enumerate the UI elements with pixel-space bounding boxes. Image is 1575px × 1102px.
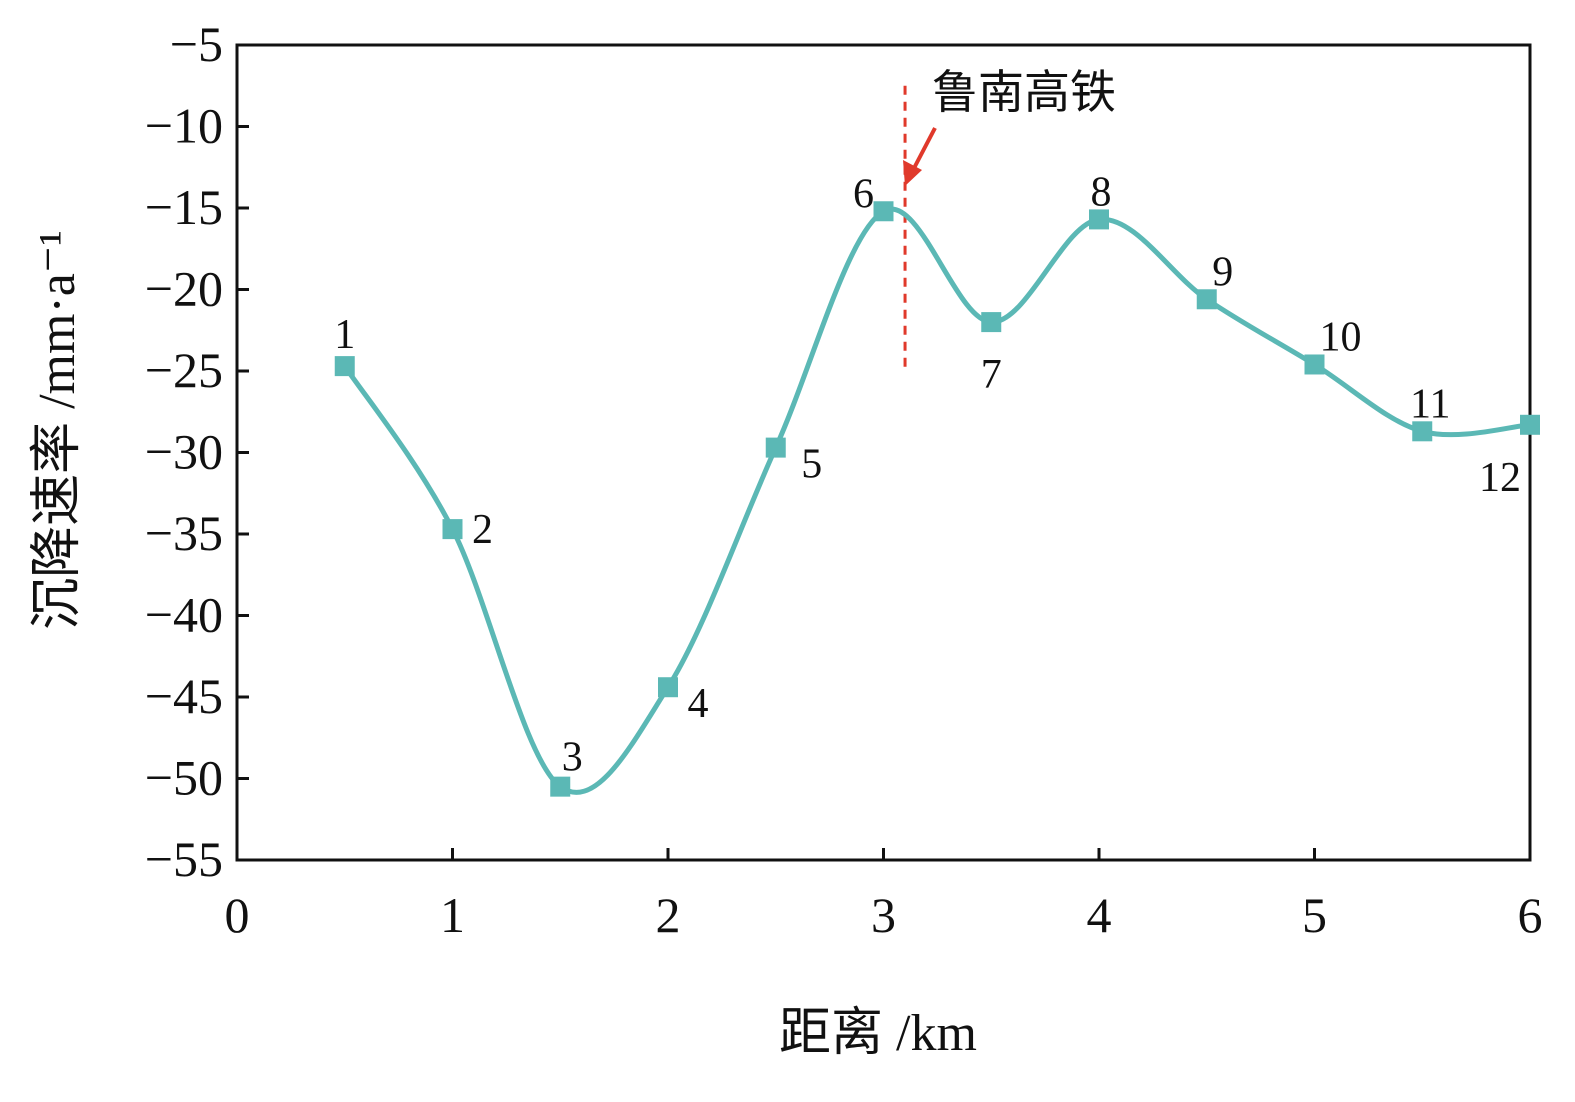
point-label: 10 (1320, 314, 1362, 360)
point-label: 5 (801, 442, 822, 488)
point-label: 8 (1091, 169, 1112, 215)
marker (1412, 421, 1433, 442)
series-line (342, 206, 1531, 795)
y-tick-label: −15 (145, 179, 223, 235)
marker (334, 356, 355, 377)
point-label: 11 (1410, 381, 1450, 427)
x-axis-label: 距离 /km (779, 1005, 977, 1062)
marker (981, 312, 1002, 333)
y-tick-label: −35 (145, 505, 223, 561)
marker (442, 519, 463, 540)
point-label: 6 (853, 171, 874, 217)
y-tick-label: −50 (145, 750, 223, 806)
marker (1304, 354, 1325, 375)
y-tick-label: −40 (145, 587, 223, 643)
point-label: 2 (472, 507, 493, 553)
point-label: 1 (334, 312, 355, 358)
annotation-arrowhead (903, 160, 922, 186)
x-tick-label: 1 (440, 887, 465, 943)
point-label: 7 (981, 352, 1002, 398)
point-label: 4 (688, 681, 709, 727)
marker (550, 776, 571, 797)
point-label: 3 (562, 735, 583, 781)
y-axis-label: 沉降速率 /mm·a⁻¹ (29, 230, 86, 630)
point-label: 9 (1212, 249, 1233, 295)
marker (1520, 414, 1540, 435)
annotation-arrow (910, 127, 937, 173)
x-tick-label: 4 (1087, 887, 1112, 943)
marker (1089, 209, 1109, 230)
y-tick-label: −10 (145, 98, 223, 154)
x-tick-label: 3 (871, 887, 896, 943)
x-tick-label: 2 (656, 887, 681, 943)
annotation-text: 鲁南高铁 (932, 67, 1116, 118)
marker (873, 201, 894, 222)
y-tick-label: −30 (145, 424, 223, 480)
y-tick-label: −5 (170, 16, 223, 72)
x-tick-label: 0 (225, 887, 250, 943)
marker (765, 437, 786, 458)
point-label: 12 (1479, 455, 1521, 501)
marker (658, 677, 678, 698)
x-tick-label: 6 (1518, 887, 1543, 943)
plot-frame (235, 43, 1532, 862)
y-tick-label: −55 (145, 831, 223, 887)
y-tick-label: −25 (145, 342, 223, 398)
x-tick-label: 5 (1302, 887, 1327, 943)
y-tick-label: −45 (145, 668, 223, 724)
marker (1196, 289, 1217, 310)
y-tick-label: −20 (145, 261, 223, 317)
